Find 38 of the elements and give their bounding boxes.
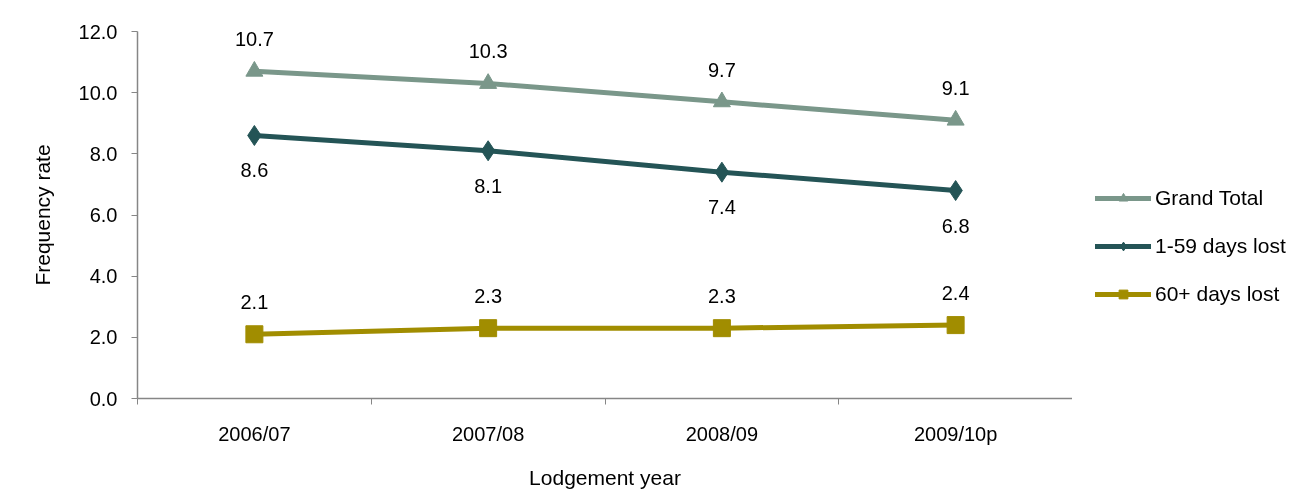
y-tick-label: 6.0 xyxy=(89,204,118,226)
data-label: 2.3 xyxy=(707,285,736,308)
point xyxy=(479,73,498,89)
x-tick-label: 2009/10p xyxy=(913,422,998,445)
data-label: 10.7 xyxy=(234,28,274,51)
point xyxy=(946,316,965,335)
y-tick-label: 0.0 xyxy=(89,387,118,410)
point xyxy=(245,60,264,77)
data-label: 6.8 xyxy=(941,214,970,237)
point xyxy=(714,161,730,183)
x-tick-label: 2007/08 xyxy=(451,422,525,445)
point xyxy=(480,140,496,162)
x-tick-label: 2008/09 xyxy=(685,422,759,445)
data-label: 9.1 xyxy=(941,77,970,100)
point xyxy=(479,319,498,338)
data-label: 2.4 xyxy=(941,282,970,305)
y-axis-title: Frequency rate xyxy=(30,144,54,286)
data-label: 9.7 xyxy=(707,58,736,81)
point xyxy=(946,109,965,126)
legend-label: 1-59 days lost xyxy=(1155,234,1286,258)
legend-label: 60+ days lost xyxy=(1155,282,1280,306)
x-axis-title: Lodgement year xyxy=(529,465,681,489)
y-tick-label: 2.0 xyxy=(89,326,118,349)
data-label: 8.6 xyxy=(240,159,269,182)
x-tick-label: 2006/07 xyxy=(218,422,291,445)
legend-label: Grand Total xyxy=(1155,186,1264,210)
data-label: 2.1 xyxy=(240,291,269,314)
y-tick-label: 12.0 xyxy=(78,20,118,43)
data-label: 8.1 xyxy=(474,174,503,197)
point xyxy=(245,325,264,344)
y-tick-label: 4.0 xyxy=(89,265,118,288)
y-tick-label: 8.0 xyxy=(89,142,118,165)
data-label: 2.3 xyxy=(474,285,503,308)
data-label: 7.4 xyxy=(707,196,736,219)
point xyxy=(712,319,731,338)
y-tick-label: 10.0 xyxy=(78,81,118,104)
point xyxy=(712,91,731,108)
data-label: 10.3 xyxy=(468,40,508,63)
